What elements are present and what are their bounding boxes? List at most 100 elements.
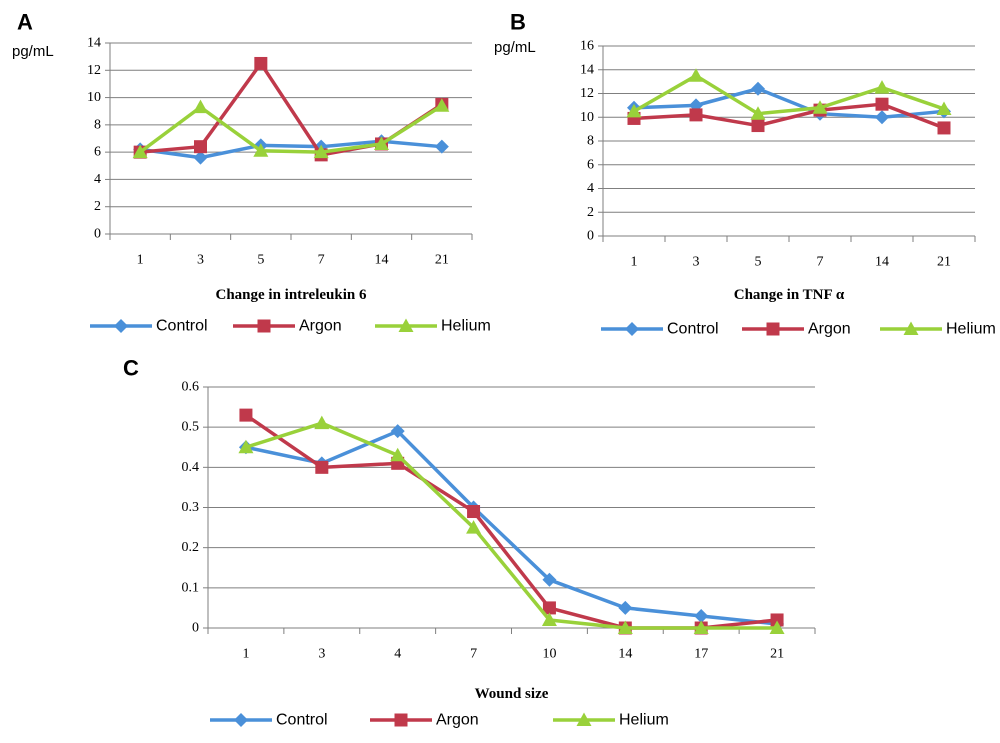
series-helium — [626, 68, 952, 120]
series-line — [245, 421, 778, 630]
y-tick-label: 4 — [94, 172, 101, 187]
series-line — [633, 73, 945, 116]
legend: Control Argon Helium — [601, 321, 996, 338]
y-tick-label: 10 — [580, 110, 594, 125]
y-tick-label: 14 — [87, 36, 101, 51]
x-tick-label: 7 — [817, 255, 824, 270]
legend-item-argon: Argon — [233, 318, 342, 335]
data-point — [937, 121, 951, 135]
x-tick-label: 14 — [875, 255, 889, 270]
panel-letter: B — [510, 10, 526, 35]
legend-marker — [398, 318, 414, 332]
series-helium — [132, 98, 450, 159]
data-point — [688, 68, 704, 82]
x-tick-label: 10 — [542, 647, 556, 662]
data-point — [626, 103, 642, 118]
x-tick-label: 1 — [137, 253, 144, 268]
x-tick-label: 4 — [394, 647, 401, 662]
y-tick-label: 2 — [94, 199, 101, 214]
series-line — [139, 139, 442, 160]
data-point — [193, 150, 208, 165]
chart-panel-b: Bpg/mL 0 2 4 6 8 10 12 14 16 1 3 5 7 14 21 Change in TNF… — [494, 10, 996, 338]
y-tick-label: 0.5 — [182, 420, 200, 435]
legend-label: Helium — [946, 321, 996, 338]
x-tick-label: 21 — [937, 255, 951, 270]
x-tick-label: 7 — [470, 647, 477, 662]
y-tick-label: 0 — [94, 227, 101, 242]
legend-label: Argon — [436, 712, 479, 729]
data-point — [542, 572, 557, 587]
data-point — [751, 81, 765, 96]
legend-label: Control — [667, 321, 719, 338]
y-tick-label: 2 — [587, 205, 594, 220]
legend-marker — [903, 321, 919, 335]
x-tick-label: 5 — [257, 253, 264, 268]
legend-item-control: Control — [601, 321, 719, 338]
legend-item-argon: Argon — [370, 712, 479, 729]
data-point — [254, 56, 268, 70]
y-tick-label: 6 — [587, 157, 594, 172]
x-axis-title: Wound size — [475, 686, 549, 702]
series-line — [245, 429, 778, 626]
x-tick-label: 7 — [318, 253, 325, 268]
y-tick-label: 12 — [580, 86, 594, 101]
x-tick-label: 17 — [694, 647, 708, 662]
y-tick-label: 14 — [580, 62, 594, 77]
legend-label: Helium — [441, 318, 491, 335]
y-tick-label: 12 — [87, 63, 101, 78]
data-point — [812, 100, 828, 114]
x-tick-label: 3 — [318, 647, 325, 662]
series-line — [244, 413, 778, 630]
data-point — [874, 80, 890, 94]
data-point — [467, 505, 481, 519]
x-tick-label: 5 — [755, 255, 762, 270]
panel-letter: C — [123, 356, 139, 381]
x-tick-label: 3 — [197, 253, 204, 268]
legend-label: Helium — [619, 712, 669, 729]
legend-item-helium: Helium — [880, 321, 996, 338]
legend-item-helium: Helium — [375, 318, 491, 335]
series-helium — [238, 415, 785, 634]
legend-marker — [114, 319, 128, 333]
y-tick-label: 8 — [94, 117, 101, 132]
y-tick-label: 0.3 — [182, 500, 200, 515]
data-point — [694, 608, 709, 623]
data-point — [194, 140, 207, 154]
panel-letter: A — [17, 10, 33, 35]
data-point — [693, 620, 709, 634]
data-point — [751, 119, 765, 133]
data-point — [374, 136, 389, 150]
x-axis-title: Change in intreleukin 6 — [215, 287, 367, 303]
legend-marker — [257, 319, 271, 333]
y-tick-label: 10 — [87, 90, 101, 105]
legend-item-control: Control — [210, 712, 328, 729]
data-point — [689, 108, 703, 122]
legend-label: Control — [276, 712, 328, 729]
x-tick-label: 21 — [770, 647, 784, 662]
data-point — [390, 424, 405, 439]
data-point — [314, 415, 330, 430]
data-point — [434, 98, 450, 112]
data-point — [390, 447, 406, 462]
series-control — [238, 424, 785, 631]
data-point — [769, 620, 785, 634]
x-tick-label: 1 — [631, 255, 638, 270]
data-point — [238, 439, 254, 454]
x-tick-label: 14 — [618, 647, 632, 662]
legend-item-control: Control — [90, 318, 208, 335]
x-tick-label: 14 — [375, 253, 389, 268]
series-line — [633, 87, 945, 119]
data-point — [239, 408, 253, 422]
series-line — [633, 102, 945, 130]
legend-label: Control — [156, 318, 208, 335]
y-tick-label: 0 — [587, 229, 594, 244]
legend-marker — [625, 322, 639, 336]
y-axis-unit: pg/mL — [12, 43, 54, 60]
chart-panel-a: Apg/mL 0 2 4 6 8 10 12 14 1 3 5 7 14 21 Change in intre… — [12, 10, 491, 335]
legend-marker — [234, 713, 248, 727]
data-point — [541, 612, 557, 626]
series-line — [139, 104, 443, 154]
legend-label: Argon — [299, 318, 342, 335]
data-point — [253, 143, 269, 157]
y-axis-unit: pg/mL — [494, 39, 536, 56]
